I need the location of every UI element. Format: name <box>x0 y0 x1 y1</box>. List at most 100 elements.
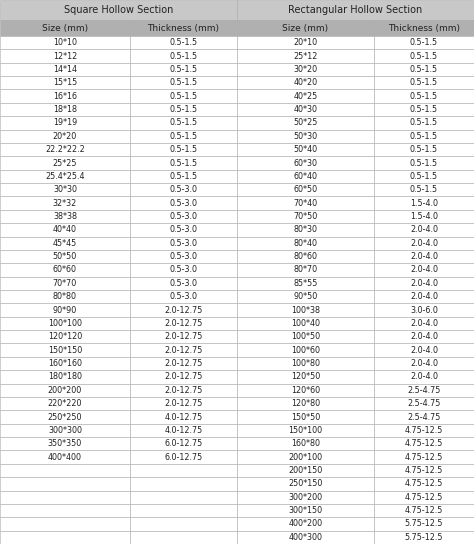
Bar <box>130 343 237 357</box>
Text: 0.5-1.5: 0.5-1.5 <box>410 78 438 87</box>
Bar <box>130 517 237 530</box>
Text: 0.5-3.0: 0.5-3.0 <box>170 199 198 208</box>
Bar <box>374 343 474 357</box>
Text: 80*80: 80*80 <box>53 292 77 301</box>
Text: 150*150: 150*150 <box>48 345 82 355</box>
Text: 160*80: 160*80 <box>291 439 320 448</box>
Bar <box>0 89 130 103</box>
Bar <box>374 370 474 384</box>
Text: 45*45: 45*45 <box>53 239 77 248</box>
Text: Square Hollow Section: Square Hollow Section <box>64 5 173 15</box>
Text: 80*40: 80*40 <box>293 239 318 248</box>
Text: 300*200: 300*200 <box>289 493 323 502</box>
Bar <box>130 397 237 410</box>
Bar <box>0 504 130 517</box>
Text: 400*200: 400*200 <box>289 520 323 528</box>
Bar <box>130 183 237 196</box>
Bar <box>374 450 474 464</box>
Text: 60*30: 60*30 <box>293 158 318 168</box>
Bar <box>130 464 237 477</box>
Text: 60*40: 60*40 <box>293 172 318 181</box>
Bar <box>374 20 474 36</box>
Text: 0.5-1.5: 0.5-1.5 <box>410 132 438 141</box>
Bar <box>130 424 237 437</box>
Text: 100*50: 100*50 <box>291 332 320 341</box>
Bar <box>374 237 474 250</box>
Bar <box>130 89 237 103</box>
Text: 18*18: 18*18 <box>53 105 77 114</box>
Text: 4.75-12.5: 4.75-12.5 <box>405 493 443 502</box>
Text: 1.5-4.0: 1.5-4.0 <box>410 199 438 208</box>
Text: Rectangular Hollow Section: Rectangular Hollow Section <box>288 5 423 15</box>
Text: 2.5-4.75: 2.5-4.75 <box>407 412 441 422</box>
Text: Size (mm): Size (mm) <box>42 23 88 33</box>
Text: 0.5-1.5: 0.5-1.5 <box>169 52 198 60</box>
Text: Size (mm): Size (mm) <box>283 23 328 33</box>
Text: 2.0-12.75: 2.0-12.75 <box>164 373 203 381</box>
Text: 160*160: 160*160 <box>48 359 82 368</box>
Text: 38*38: 38*38 <box>53 212 77 221</box>
Bar <box>237 250 374 263</box>
Text: 30*20: 30*20 <box>293 65 318 74</box>
Text: 2.0-4.0: 2.0-4.0 <box>410 292 438 301</box>
Bar <box>0 477 130 491</box>
Bar <box>130 143 237 156</box>
Text: 90*90: 90*90 <box>53 306 77 314</box>
Text: 10*10: 10*10 <box>53 38 77 47</box>
Bar <box>0 63 130 76</box>
Bar <box>130 410 237 424</box>
Bar <box>130 170 237 183</box>
Text: 85*55: 85*55 <box>293 279 318 288</box>
Bar <box>237 304 374 317</box>
Bar <box>237 263 374 277</box>
Text: 0.5-1.5: 0.5-1.5 <box>169 105 198 114</box>
Text: 400*400: 400*400 <box>48 453 82 462</box>
Bar <box>374 304 474 317</box>
Bar <box>130 263 237 277</box>
Text: 15*15: 15*15 <box>53 78 77 87</box>
Text: 0.5-1.5: 0.5-1.5 <box>169 119 198 127</box>
Bar <box>0 384 130 397</box>
Bar <box>0 250 130 263</box>
Text: 40*40: 40*40 <box>53 225 77 234</box>
Bar <box>374 530 474 544</box>
Text: 2.0-12.75: 2.0-12.75 <box>164 306 203 314</box>
Text: 250*250: 250*250 <box>48 412 82 422</box>
Text: 120*120: 120*120 <box>48 332 82 341</box>
Bar <box>374 464 474 477</box>
Bar <box>130 63 237 76</box>
Bar <box>237 116 374 129</box>
Text: 100*60: 100*60 <box>291 345 320 355</box>
Text: 0.5-1.5: 0.5-1.5 <box>169 78 198 87</box>
Text: 0.5-3.0: 0.5-3.0 <box>170 225 198 234</box>
Text: 2.0-12.75: 2.0-12.75 <box>164 319 203 328</box>
Bar <box>237 343 374 357</box>
Bar <box>130 20 237 36</box>
Bar <box>0 491 130 504</box>
Bar <box>130 50 237 63</box>
Bar <box>374 424 474 437</box>
Text: 4.75-12.5: 4.75-12.5 <box>405 479 443 489</box>
Text: 2.0-4.0: 2.0-4.0 <box>410 279 438 288</box>
Text: 2.0-12.75: 2.0-12.75 <box>164 345 203 355</box>
Text: 25.4*25.4: 25.4*25.4 <box>45 172 85 181</box>
Text: 2.0-4.0: 2.0-4.0 <box>410 332 438 341</box>
Bar <box>374 63 474 76</box>
Bar <box>0 196 130 210</box>
Bar <box>374 36 474 50</box>
Bar <box>237 477 374 491</box>
Bar <box>237 397 374 410</box>
Bar <box>0 464 130 477</box>
Bar <box>374 290 474 304</box>
Text: 50*50: 50*50 <box>53 252 77 261</box>
Text: 100*38: 100*38 <box>291 306 320 314</box>
Bar <box>0 129 130 143</box>
Text: 0.5-1.5: 0.5-1.5 <box>410 105 438 114</box>
Bar <box>374 263 474 277</box>
Bar <box>374 89 474 103</box>
Text: 5.75-12.5: 5.75-12.5 <box>405 520 443 528</box>
Text: 2.5-4.75: 2.5-4.75 <box>407 399 441 408</box>
Bar <box>0 437 130 450</box>
Bar <box>0 50 130 63</box>
Bar <box>130 330 237 343</box>
